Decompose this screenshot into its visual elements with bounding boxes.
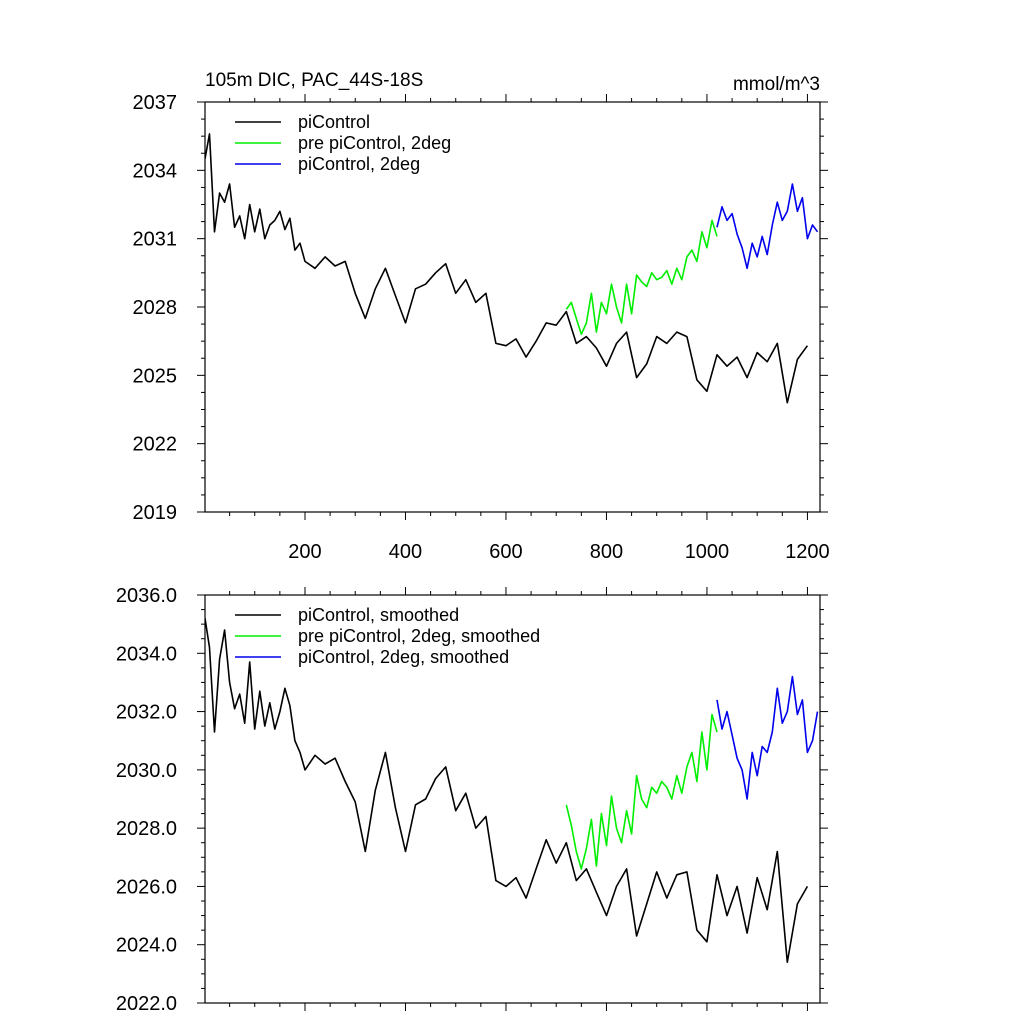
- y-tick-label: 2022.0: [116, 993, 177, 1015]
- chart-title: 105m DIC, PAC_44S-18S: [205, 70, 423, 91]
- legend-label: pre piControl, 2deg: [298, 133, 451, 153]
- x-tick-label: 1200: [785, 541, 830, 563]
- legend-label: piControl, 2deg: [298, 154, 420, 174]
- y-tick-label: 2030.0: [116, 760, 177, 782]
- x-tick-label: 600: [489, 541, 522, 563]
- series-line-picontrol-smoothed: [205, 618, 809, 964]
- y-tick-label: 2026.0: [116, 876, 177, 898]
- series-group: [205, 618, 819, 964]
- x-tick-label: 200: [288, 541, 321, 563]
- series-line-picontrol-2deg: [716, 183, 819, 270]
- top-panel: 2019 2022 2025 2028 2031 2034 2037 200 400 600 800…: [133, 70, 830, 563]
- y-tick-label: 2028: [133, 297, 178, 319]
- y-tick-label: 2025: [133, 365, 178, 387]
- y-tick-label: 2028.0: [116, 818, 177, 840]
- x-tick-label: 1000: [685, 541, 730, 563]
- x-tick-label: 800: [590, 541, 623, 563]
- series-line-pre-picontrol-2deg: [565, 219, 718, 336]
- legend-label: pre piControl, 2deg, smoothed: [298, 626, 540, 646]
- legend-label: piControl: [298, 112, 370, 132]
- y-tick-label: 2019: [133, 502, 178, 524]
- series-line-pre-picontrol-2deg-smoothed: [565, 713, 718, 870]
- y-tick-label: 2022: [133, 434, 178, 456]
- y-tick-label: 2036.0: [116, 585, 177, 607]
- x-tick-label: 400: [389, 541, 422, 563]
- y-tick-label: 2034: [133, 160, 178, 182]
- y-tick-label: 2032.0: [116, 702, 177, 724]
- bottom-panel: 2022.0 2024.0 2026.0 2028.0 2030.0 2032.0 2034…: [116, 585, 828, 1015]
- legend-label: piControl, smoothed: [298, 605, 459, 625]
- y-tick-label: 2034.0: [116, 643, 177, 665]
- legend-label: piControl, 2deg, smoothed: [298, 647, 509, 667]
- y-tick-label: 2031: [133, 229, 178, 251]
- y-tick-label: 2024.0: [116, 935, 177, 957]
- series-line-picontrol: [205, 133, 809, 404]
- series-group: [205, 133, 819, 404]
- units-label: mmol/m^3: [733, 74, 820, 95]
- series-line-picontrol-2deg-smoothed: [716, 675, 819, 800]
- y-tick-label: 2037: [133, 92, 178, 114]
